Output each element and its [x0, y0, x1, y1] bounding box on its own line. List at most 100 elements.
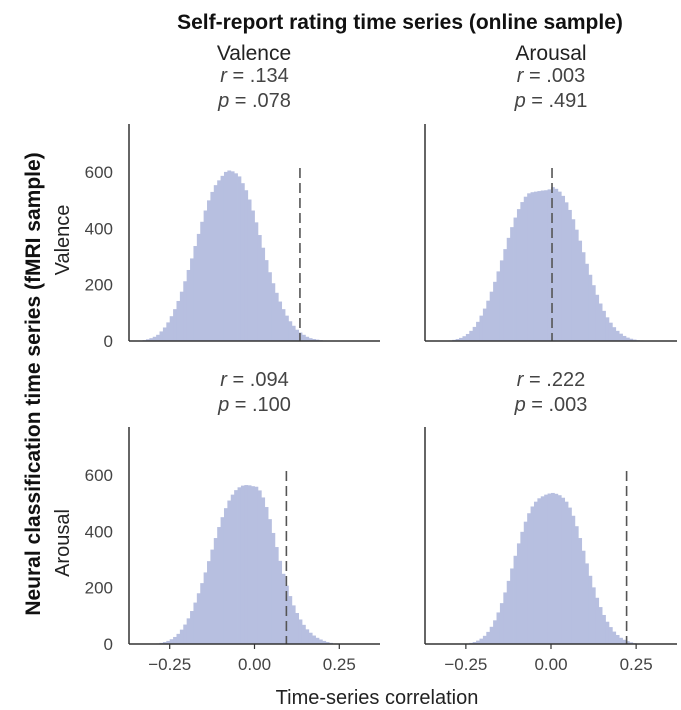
histogram-bar — [527, 513, 531, 644]
histogram-bar — [506, 580, 511, 644]
x-tick-label: −0.25 — [444, 655, 487, 674]
histogram-bar — [537, 191, 542, 341]
histogram-bar — [605, 621, 610, 644]
histogram-bar — [186, 618, 191, 644]
histogram-bar — [179, 291, 184, 341]
histogram-bar — [305, 629, 310, 644]
histogram-bar — [318, 639, 323, 644]
histogram-bar — [227, 170, 232, 341]
histogram-bar — [612, 327, 617, 341]
histogram-bar — [162, 642, 167, 644]
histogram-bar — [193, 602, 198, 644]
histogram-bar — [595, 597, 600, 644]
histogram-bar — [493, 620, 497, 644]
x-tick-label: 0.25 — [323, 655, 356, 674]
stat-p-arousal-valence: p = .100 — [217, 394, 291, 416]
histogram-bar — [183, 281, 188, 341]
histogram-bar — [476, 321, 480, 341]
histogram-bar — [615, 330, 620, 341]
histogram-bar — [540, 190, 545, 341]
histogram-bar — [499, 603, 504, 644]
histogram-bar — [251, 486, 255, 644]
histogram-bar — [298, 619, 303, 644]
histogram-bar — [476, 640, 480, 644]
histogram-bar — [493, 281, 497, 341]
histogram-bar — [166, 322, 171, 341]
histogram-bar — [312, 339, 316, 341]
stat-p-arousal-arousal: p = .003 — [514, 394, 588, 416]
histogram-bar — [257, 490, 262, 644]
histogram-bar — [605, 317, 610, 341]
histogram-bar — [288, 596, 293, 644]
y-tick-label: 400 — [85, 522, 113, 541]
histogram-bar — [561, 195, 566, 341]
histogram-bar — [510, 568, 514, 644]
histogram-bar — [482, 635, 487, 644]
histogram-bar — [213, 185, 218, 341]
histogram-bar — [210, 549, 215, 644]
histogram-bar — [462, 336, 467, 341]
histogram-bar — [274, 292, 279, 341]
histogram-bar — [523, 521, 528, 644]
histogram-bar — [622, 335, 627, 341]
histogram-bar — [602, 614, 606, 644]
histogram-bar — [237, 176, 242, 341]
stat-r-arousal-arousal: r = .222 — [517, 369, 585, 391]
histogram-bar — [173, 636, 177, 644]
histogram-bar — [234, 173, 238, 341]
histogram-bar — [210, 191, 215, 341]
histogram-bar — [315, 637, 320, 644]
histogram-bar — [156, 334, 160, 341]
histogram-bar — [169, 639, 174, 644]
histogram-bar — [173, 309, 177, 341]
histogram-bar — [251, 210, 255, 341]
column-title-valence: Valence — [217, 42, 291, 65]
histogram-bar — [264, 260, 269, 341]
histogram-bar — [166, 640, 171, 644]
y-tick-label: 600 — [85, 163, 113, 182]
histogram-bar — [472, 642, 477, 644]
histogram-bar — [169, 316, 174, 341]
y-tick-label: 200 — [85, 276, 113, 295]
histogram-bar — [162, 327, 167, 341]
histogram-bar — [520, 202, 525, 341]
histogram-bar — [244, 485, 249, 644]
histogram-bar — [533, 191, 538, 341]
panel-valence-valence: r = .134 p = .078 0 200 400 600 — [85, 65, 380, 351]
stat-p-value: = .491 — [526, 90, 588, 112]
histogram-bar — [482, 308, 487, 341]
row-label-valence: Valence — [52, 205, 74, 276]
histogram-bar — [152, 336, 157, 341]
histogram-bar — [230, 494, 235, 644]
y-tick-label: 400 — [85, 219, 113, 238]
y-tick-label: 200 — [85, 579, 113, 598]
histogram-bar — [196, 593, 201, 644]
stat-r-arousal-valence: r = .094 — [220, 369, 288, 391]
histogram-bar — [213, 538, 218, 644]
histogram-bar — [244, 190, 249, 341]
histogram-bar — [230, 171, 235, 341]
histogram-bar — [568, 507, 572, 644]
figure-suptitle: Self-report rating time series (online s… — [177, 11, 623, 34]
histogram-bar — [574, 229, 579, 341]
histogram-bar — [574, 526, 579, 644]
histogram-bar — [459, 337, 463, 341]
histogram-bar — [193, 246, 198, 341]
stat-r-value: = .222 — [523, 369, 585, 391]
histogram-bar — [149, 338, 154, 341]
histogram-bar — [247, 199, 252, 341]
histogram-bar — [301, 334, 306, 341]
histogram-bar — [595, 294, 600, 341]
histogram-bar — [554, 188, 559, 341]
histogram-bar — [585, 263, 589, 341]
histogram-bar — [465, 333, 470, 341]
histogram-bar — [247, 485, 252, 644]
histogram-bar — [547, 189, 552, 341]
histogram-bar — [159, 331, 164, 341]
histogram-bar — [281, 309, 286, 341]
panel-valence-arousal: r = .003 p = .491 — [424, 65, 677, 342]
y-tick-label: 600 — [85, 466, 113, 485]
histogram-bar — [561, 497, 566, 644]
histogram-bar — [288, 321, 293, 341]
stat-r-value: = .094 — [227, 369, 289, 391]
